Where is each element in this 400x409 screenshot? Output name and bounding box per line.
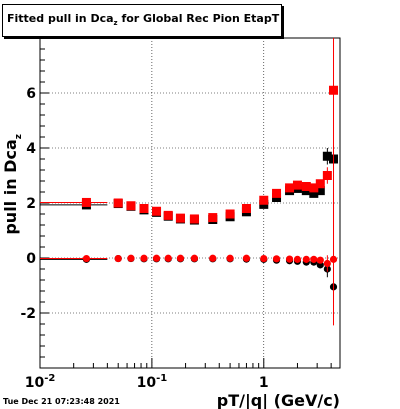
chart-marks [40,38,339,326]
data-point-square [81,197,91,207]
data-point-circle [293,255,302,263]
data-point-square [292,180,302,190]
data-point-square [113,198,123,208]
data-point-circle [242,254,251,262]
timestamp: Tue Dec 21 07:23:48 2021 [3,397,120,406]
data-point-circle [164,254,172,262]
x-axis-title: pT/|q| (GeV/c) [217,391,340,409]
x-tick-label: 10-1 [137,373,168,391]
data-point-square [329,85,339,95]
data-point-square [285,183,295,193]
data-point-square [126,201,136,211]
data-point-square [163,210,173,220]
data-point-circle [127,254,135,262]
data-point-square [315,186,325,196]
y-tick-label: 4 [26,141,36,157]
data-point-circle [323,259,331,268]
data-point-circle [302,255,310,263]
data-point-circle [209,254,217,262]
y-tick-label: 0 [26,251,36,267]
data-point-square [139,204,149,213]
data-point-circle [285,255,294,263]
y-tick-label: -2 [20,306,36,322]
chart-axes [39,37,341,369]
data-point-circle [176,254,185,262]
data-point-circle [316,256,324,264]
data-point-circle [152,254,161,262]
data-point-square [152,206,162,216]
y-tick-label: 6 [26,86,36,102]
data-point-circle [226,254,234,262]
data-point-square [309,183,319,193]
chart-labels: 10-2 10-1 1 -2 0 2 4 6 pT/|q| (GeV/c) pull in Dca… [1,86,340,409]
data-point-circle [114,254,122,263]
data-point-circle [82,254,91,263]
data-point-square [301,182,311,191]
data-point-circle [140,254,148,262]
title-main: Fitted pull in Dca [7,12,114,25]
data-point-square [189,214,199,224]
x-tick-label: 1 [259,375,269,391]
data-point-square [309,188,319,198]
data-point-circle [190,254,199,262]
x-tick-label: 10-2 [25,373,56,391]
y-tick-label: 2 [26,196,36,212]
title-sub: z [113,19,118,28]
data-point-square [225,209,235,219]
data-point-square [322,171,332,180]
data-point-square [322,151,332,161]
data-point-square [272,188,282,198]
data-point-circle [329,255,338,263]
data-point-square [259,195,269,205]
data-point-circle [260,254,268,263]
data-point-circle [272,255,281,263]
y-axis-title: pull in Dcaz [1,134,24,235]
chart-title: Fitted pull in Dcaz for Global Rec Pion … [2,4,282,37]
data-point-circle [310,255,318,263]
title-rest: for Global Rec Pion EtapT [117,12,280,25]
data-point-square [208,213,218,223]
data-point-square [241,204,251,213]
data-point-square [315,179,325,189]
data-point-square [175,213,185,223]
